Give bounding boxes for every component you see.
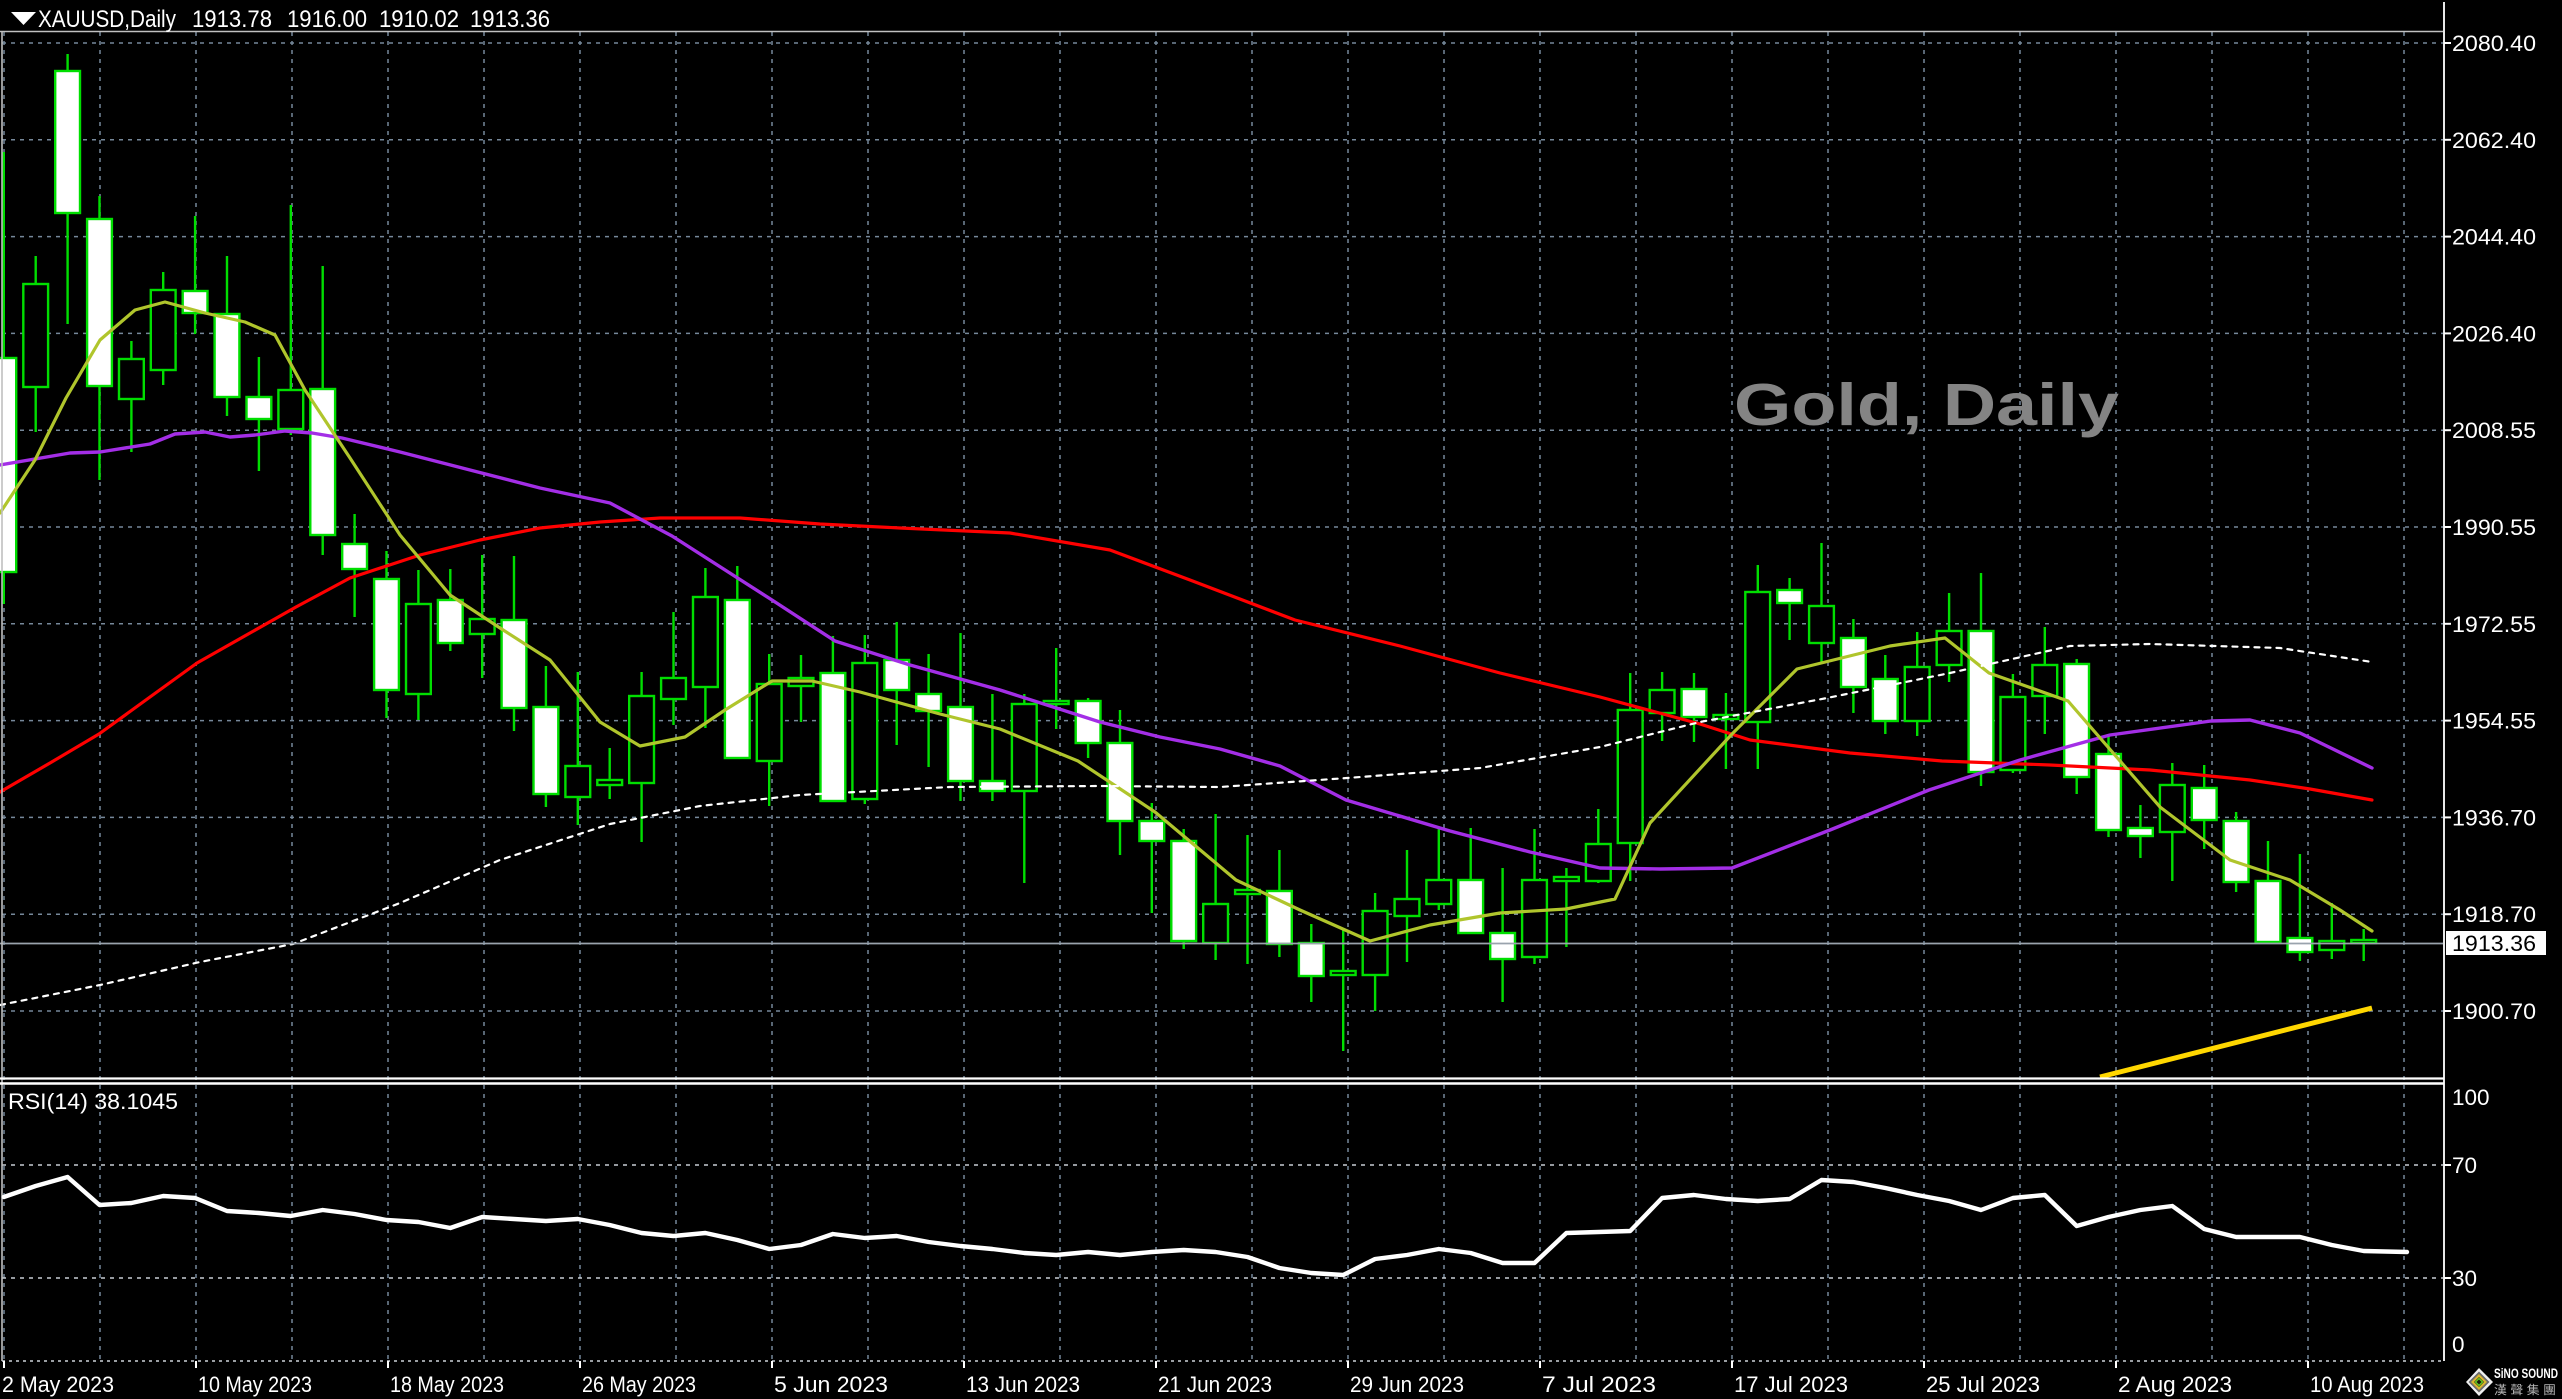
- svg-text:21 Jun 2023: 21 Jun 2023: [1158, 1372, 1272, 1397]
- svg-text:2008.55: 2008.55: [2452, 418, 2536, 443]
- svg-text:1936.70: 1936.70: [2452, 805, 2536, 830]
- svg-text:100: 100: [2452, 1085, 2490, 1110]
- svg-text:7 Jul 2023: 7 Jul 2023: [1542, 1372, 1656, 1397]
- svg-text:10 Aug 2023: 10 Aug 2023: [2310, 1372, 2424, 1397]
- svg-text:1918.70: 1918.70: [2452, 902, 2536, 927]
- svg-text:13 Jun 2023: 13 Jun 2023: [966, 1372, 1080, 1397]
- svg-text:2026.40: 2026.40: [2452, 321, 2536, 346]
- svg-text:1972.55: 1972.55: [2452, 612, 2536, 637]
- svg-text:1916.00: 1916.00: [287, 6, 367, 33]
- svg-text:2 May 2023: 2 May 2023: [2, 1372, 114, 1397]
- svg-text:1910.02: 1910.02: [379, 6, 459, 33]
- svg-text:2062.40: 2062.40: [2452, 128, 2536, 153]
- svg-text:18 May 2023: 18 May 2023: [390, 1372, 504, 1397]
- svg-text:1954.55: 1954.55: [2452, 709, 2536, 734]
- svg-text:1990.55: 1990.55: [2452, 515, 2536, 540]
- svg-text:1913.36: 1913.36: [470, 6, 550, 33]
- svg-text:1900.70: 1900.70: [2452, 999, 2536, 1024]
- svg-text:0: 0: [2452, 1332, 2465, 1357]
- svg-text:2080.40: 2080.40: [2452, 31, 2536, 56]
- svg-text:RSI(14) 38.1045: RSI(14) 38.1045: [8, 1089, 178, 1114]
- svg-text:SiNO SOUND: SiNO SOUND: [2494, 1365, 2558, 1381]
- svg-text:2 Aug 2023: 2 Aug 2023: [2118, 1372, 2232, 1397]
- svg-text:漢 聲 集 團: 漢 聲 集 團: [2494, 1382, 2556, 1397]
- svg-text:70: 70: [2452, 1153, 2477, 1178]
- svg-text:10 May 2023: 10 May 2023: [198, 1372, 312, 1397]
- svg-text:5 Jun 2023: 5 Jun 2023: [774, 1372, 888, 1397]
- svg-text:1913.36: 1913.36: [2452, 931, 2536, 956]
- svg-text:29 Jun 2023: 29 Jun 2023: [1350, 1372, 1464, 1397]
- svg-text:30: 30: [2452, 1266, 2477, 1291]
- svg-text:2044.40: 2044.40: [2452, 225, 2536, 250]
- svg-text:XAUUSD,Daily: XAUUSD,Daily: [38, 6, 177, 33]
- svg-text:Gold, Daily: Gold, Daily: [1734, 372, 2119, 438]
- svg-text:1913.78: 1913.78: [192, 6, 272, 33]
- svg-text:17 Jul 2023: 17 Jul 2023: [1734, 1372, 1848, 1397]
- svg-text:25 Jul 2023: 25 Jul 2023: [1926, 1372, 2040, 1397]
- svg-text:26 May 2023: 26 May 2023: [582, 1372, 696, 1397]
